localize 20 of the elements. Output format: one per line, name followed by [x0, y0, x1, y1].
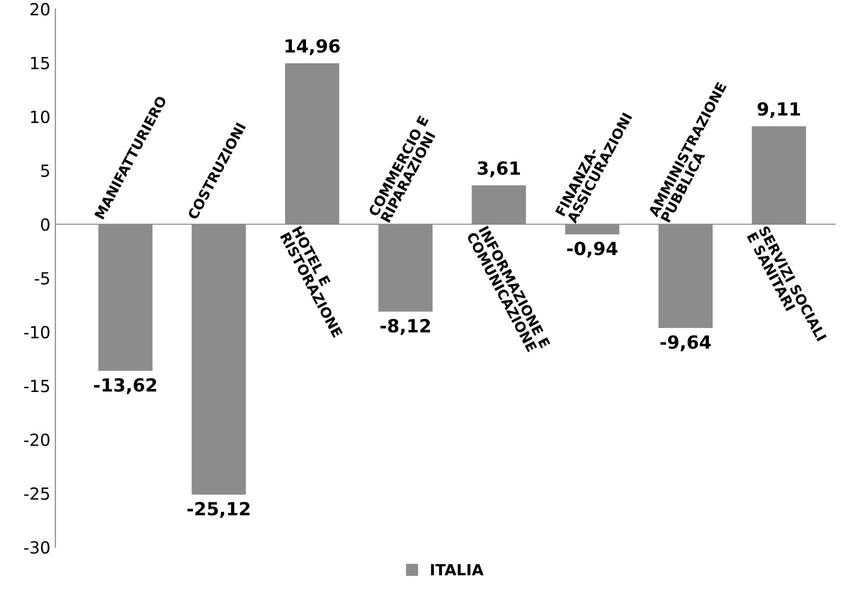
y-tick-label: 20 — [30, 2, 50, 16]
data-label: -25,12 — [187, 502, 250, 518]
legend-label: ITALIA — [431, 564, 484, 576]
data-label: -13,62 — [94, 378, 156, 394]
data-label: -9,64 — [660, 335, 711, 352]
data-label: -0,94 — [567, 242, 618, 258]
y-tick-label: -15 — [24, 380, 50, 392]
y-tick-label: 15 — [31, 56, 50, 70]
data-label: 9,11 — [758, 102, 800, 118]
y-tick-label: 0 — [41, 218, 50, 231]
y-tick-label: -20 — [24, 433, 50, 446]
data-label: 3,61 — [478, 161, 520, 178]
y-tick-label: 10 — [31, 110, 50, 124]
y-tick-label: 5 — [41, 164, 50, 177]
data-label: -8,12 — [380, 318, 430, 335]
y-tick-label: -25 — [24, 487, 50, 500]
y-tick-label: -5 — [34, 272, 50, 285]
data-label: 14,96 — [286, 39, 340, 56]
y-tick-label: -30 — [24, 541, 50, 554]
y-tick-label: -10 — [24, 326, 50, 338]
